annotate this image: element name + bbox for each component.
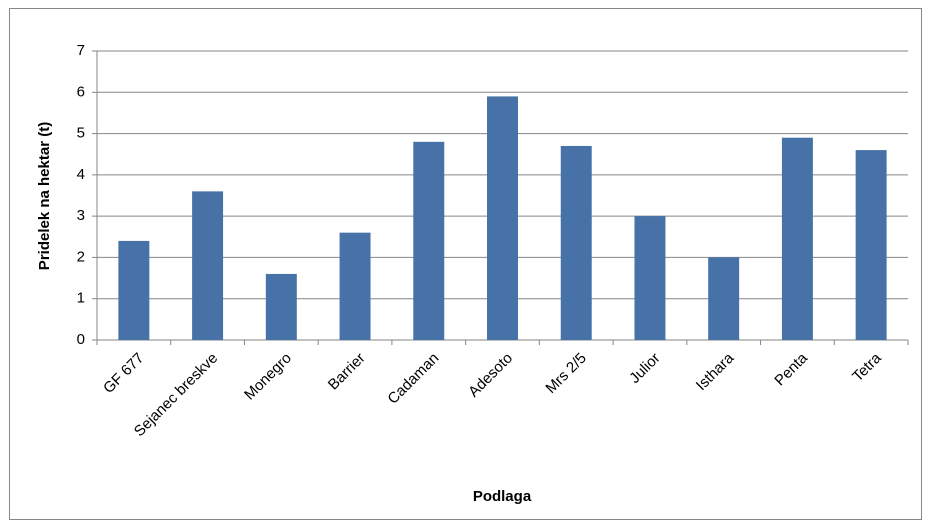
bar (855, 150, 887, 340)
y-tick-label: 1 (77, 290, 85, 307)
bar (413, 141, 445, 340)
bar (708, 257, 740, 340)
y-tick-label: 2 (77, 248, 85, 265)
y-tick-label: 4 (77, 166, 85, 183)
bar (265, 273, 297, 340)
bar (487, 96, 518, 341)
bar (339, 232, 371, 340)
bar (192, 191, 224, 340)
bar (118, 240, 150, 340)
y-tick-label: 7 (77, 42, 85, 59)
bar (781, 137, 813, 340)
y-tick-label: 3 (77, 207, 85, 224)
y-tick-label: 0 (77, 331, 85, 348)
bar (634, 216, 666, 340)
y-tick-label: 6 (77, 83, 85, 100)
y-tick-label: 5 (77, 125, 85, 142)
chart-frame (9, 8, 922, 520)
x-axis-title: Podlaga (473, 488, 532, 505)
y-axis-title: Pridelek na hektar (t) (36, 122, 53, 270)
bar (560, 145, 592, 340)
